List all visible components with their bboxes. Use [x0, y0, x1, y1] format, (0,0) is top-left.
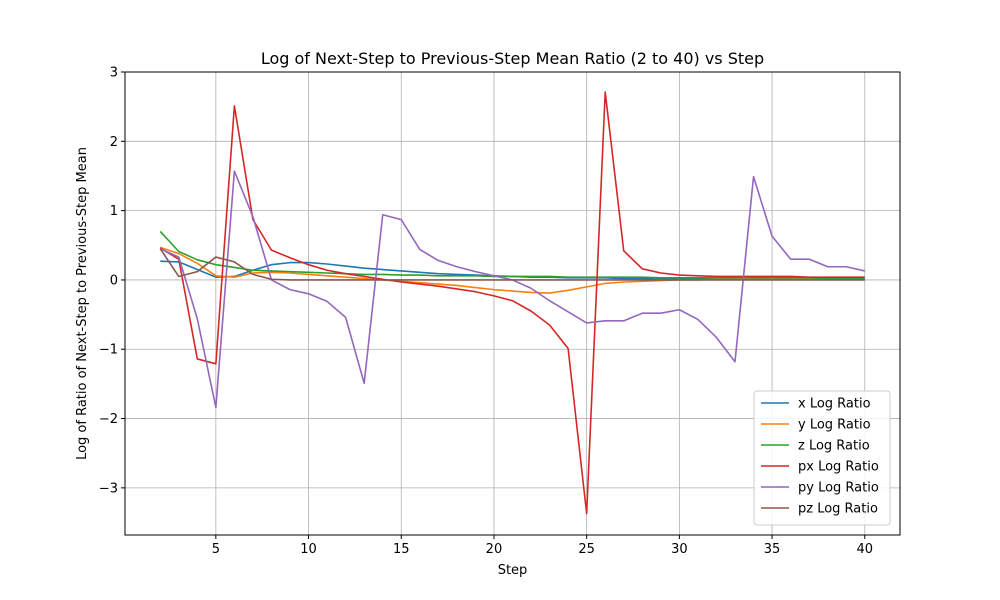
- legend-label: px Log Ratio: [798, 460, 879, 475]
- series-lines: [159, 91, 865, 515]
- chart-title: Log of Next-Step to Previous-Step Mean R…: [261, 49, 764, 68]
- y-tick-label: 3: [110, 66, 118, 81]
- x-tick-label: 15: [393, 542, 410, 557]
- legend-label: y Log Ratio: [798, 418, 871, 433]
- x-tick-label: 20: [486, 542, 503, 557]
- x-tick-label: 30: [671, 542, 688, 557]
- y-tick-label: −3: [99, 481, 118, 496]
- x-tick-label: 10: [300, 542, 317, 557]
- y-tick-label: 0: [110, 273, 118, 288]
- x-tick-label: 25: [578, 542, 595, 557]
- y-tick-label: −1: [99, 343, 118, 358]
- y-tick-label: 1: [110, 204, 118, 219]
- legend-label: py Log Ratio: [798, 481, 879, 496]
- legend-label: z Log Ratio: [798, 439, 870, 454]
- y-tick-label: −2: [99, 412, 118, 427]
- x-axis-label: Step: [498, 563, 528, 578]
- series-line-px-log-ratio: [159, 91, 865, 515]
- x-tick-label: 5: [212, 542, 220, 557]
- series-line-pz-log-ratio: [159, 248, 865, 281]
- x-tick-label: 40: [856, 542, 873, 557]
- x-tick-label: 35: [764, 542, 781, 557]
- plot-frame: [124, 71, 901, 536]
- series-line-z-log-ratio: [159, 230, 865, 280]
- legend-label: x Log Ratio: [798, 397, 871, 412]
- y-axis-label: Log of Ratio of Next-Step to Previous-St…: [75, 147, 90, 460]
- legend: x Log Ratio y Log Ratio z Log Ratio px Log …: [753, 390, 891, 526]
- axis-ticks: 5 10 15 20 25 30 35 40 −3 −2 −1 0 1 2 3: [99, 66, 873, 558]
- y-tick-label: 2: [110, 135, 118, 150]
- legend-label: pz Log Ratio: [798, 502, 878, 517]
